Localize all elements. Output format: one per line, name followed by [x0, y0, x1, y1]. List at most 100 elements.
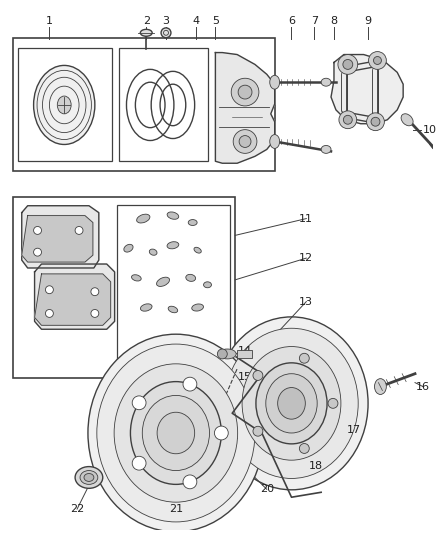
Ellipse shape: [124, 244, 133, 252]
Circle shape: [132, 456, 146, 470]
Ellipse shape: [256, 363, 327, 444]
Text: 3: 3: [162, 16, 170, 26]
Ellipse shape: [75, 466, 103, 488]
Circle shape: [374, 56, 381, 64]
Circle shape: [91, 288, 99, 296]
Circle shape: [183, 377, 197, 391]
Circle shape: [217, 349, 227, 359]
Circle shape: [253, 426, 263, 436]
Text: 9: 9: [364, 16, 371, 26]
Polygon shape: [22, 206, 99, 268]
Polygon shape: [35, 264, 115, 329]
Text: 11: 11: [299, 214, 313, 223]
Circle shape: [46, 286, 53, 294]
Ellipse shape: [192, 304, 204, 311]
Text: 10: 10: [423, 125, 437, 135]
Text: 7: 7: [311, 16, 318, 26]
Circle shape: [239, 135, 251, 148]
Ellipse shape: [114, 364, 238, 502]
Bar: [18, 47, 112, 161]
Circle shape: [339, 111, 357, 128]
Ellipse shape: [167, 212, 179, 219]
Ellipse shape: [34, 66, 95, 144]
Ellipse shape: [270, 135, 279, 148]
Circle shape: [368, 52, 386, 69]
Text: 15: 15: [238, 372, 252, 382]
Polygon shape: [331, 54, 403, 124]
Ellipse shape: [140, 29, 152, 36]
Text: 12: 12: [299, 253, 313, 263]
Text: 8: 8: [330, 16, 338, 26]
Ellipse shape: [374, 378, 386, 394]
Text: 4: 4: [192, 16, 199, 26]
Text: 13: 13: [299, 296, 313, 306]
Circle shape: [215, 426, 228, 440]
Ellipse shape: [242, 346, 341, 460]
Circle shape: [75, 227, 83, 235]
Bar: [119, 47, 208, 161]
Ellipse shape: [278, 387, 305, 419]
Ellipse shape: [266, 374, 317, 433]
Text: 5: 5: [212, 16, 219, 26]
Ellipse shape: [131, 382, 221, 484]
Circle shape: [233, 130, 257, 154]
Ellipse shape: [401, 114, 413, 126]
Ellipse shape: [168, 306, 178, 313]
Circle shape: [328, 398, 338, 408]
Circle shape: [183, 475, 197, 489]
Polygon shape: [22, 216, 93, 262]
Ellipse shape: [137, 214, 150, 223]
Bar: [13, 197, 235, 378]
Circle shape: [338, 54, 358, 74]
Ellipse shape: [57, 96, 71, 114]
Ellipse shape: [167, 241, 179, 249]
Ellipse shape: [219, 349, 236, 359]
Text: 6: 6: [288, 16, 295, 26]
Ellipse shape: [156, 277, 170, 286]
Text: 16: 16: [416, 382, 430, 392]
Ellipse shape: [88, 334, 264, 532]
Text: 18: 18: [309, 461, 323, 471]
Bar: [117, 205, 230, 363]
Circle shape: [46, 310, 53, 317]
Ellipse shape: [149, 249, 157, 255]
Text: 1: 1: [46, 16, 53, 26]
Polygon shape: [35, 274, 111, 325]
Circle shape: [161, 28, 171, 38]
Circle shape: [253, 370, 263, 381]
Circle shape: [300, 353, 309, 363]
Circle shape: [343, 115, 352, 124]
Text: 21: 21: [169, 504, 183, 514]
Text: 22: 22: [70, 504, 84, 514]
Ellipse shape: [321, 146, 331, 154]
Bar: [13, 38, 275, 171]
Circle shape: [34, 248, 42, 256]
Circle shape: [238, 85, 252, 99]
Circle shape: [367, 113, 385, 131]
Ellipse shape: [321, 78, 331, 86]
Polygon shape: [215, 53, 275, 163]
Circle shape: [34, 227, 42, 235]
Text: 20: 20: [260, 484, 274, 494]
Text: 14: 14: [238, 346, 252, 356]
Ellipse shape: [188, 220, 197, 225]
Ellipse shape: [142, 395, 209, 471]
Circle shape: [132, 396, 146, 410]
Ellipse shape: [215, 317, 368, 490]
Circle shape: [231, 78, 259, 106]
Circle shape: [343, 60, 353, 69]
Circle shape: [371, 117, 380, 126]
Ellipse shape: [186, 274, 196, 281]
Ellipse shape: [97, 344, 255, 522]
Text: 2: 2: [143, 16, 150, 26]
Text: 17: 17: [347, 425, 361, 435]
Ellipse shape: [157, 412, 194, 454]
Circle shape: [91, 310, 99, 317]
Ellipse shape: [80, 471, 98, 484]
Bar: [237, 350, 252, 358]
Ellipse shape: [131, 274, 141, 281]
Ellipse shape: [204, 282, 212, 288]
Ellipse shape: [194, 247, 201, 253]
Ellipse shape: [84, 473, 94, 481]
Ellipse shape: [225, 328, 358, 479]
